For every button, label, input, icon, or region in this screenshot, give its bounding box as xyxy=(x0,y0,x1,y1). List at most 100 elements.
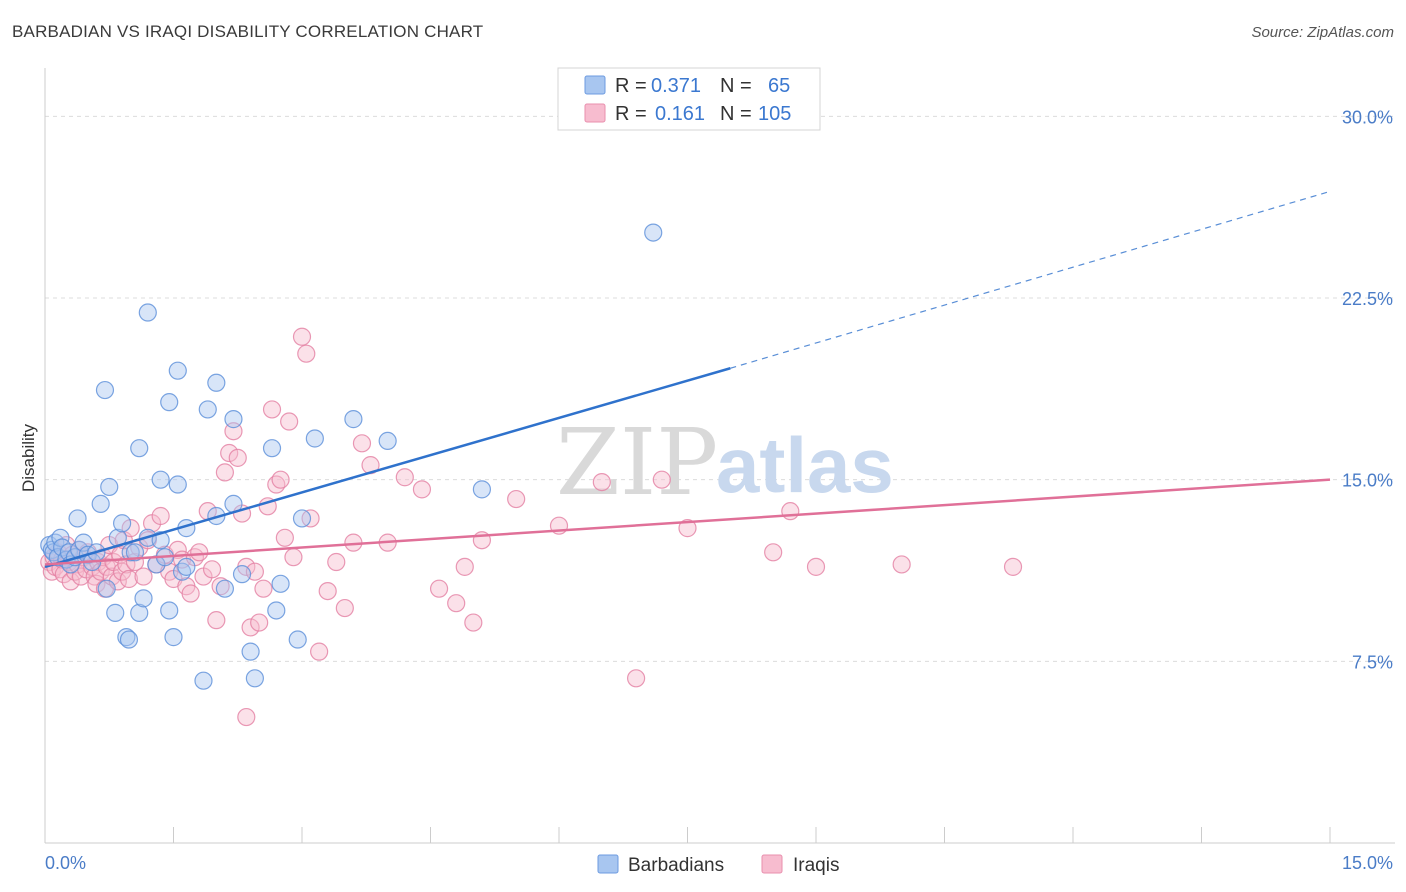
data-point-iraqis xyxy=(464,613,483,632)
data-point-barbadians xyxy=(68,509,87,528)
legend-n-label: N = xyxy=(720,103,752,125)
watermark: ZIP atlas xyxy=(556,409,894,516)
data-point-barbadians xyxy=(100,477,119,497)
data-point-iraqis xyxy=(275,528,294,547)
data-point-iraqis xyxy=(280,412,299,431)
data-point-barbadians xyxy=(134,589,153,608)
bottom-legend-swatch-barbadians xyxy=(597,854,619,874)
data-point-iraqis xyxy=(352,434,372,453)
data-point-barbadians xyxy=(177,557,196,576)
data-point-barbadians xyxy=(91,494,110,513)
data-point-barbadians xyxy=(198,400,217,419)
data-point-iraqis xyxy=(335,598,354,618)
data-point-iraqis xyxy=(119,569,139,589)
data-point-iraqis xyxy=(250,613,269,632)
data-point-iraqis xyxy=(202,560,222,579)
data-point-iraqis xyxy=(507,489,526,509)
data-point-iraqis xyxy=(455,557,474,576)
y-axis-label: Disability xyxy=(19,423,38,492)
watermark-zip: ZIP xyxy=(556,409,718,516)
data-point-barbadians xyxy=(292,509,312,528)
chart-source: Source: ZipAtlas.com xyxy=(1251,24,1394,41)
data-point-barbadians xyxy=(267,601,286,620)
data-point-iraqis xyxy=(262,400,282,419)
data-point-iraqis xyxy=(228,448,247,467)
legend-r-value: 0.161 xyxy=(655,103,705,125)
trend-lines xyxy=(44,190,1331,569)
data-point-iraqis xyxy=(292,327,312,346)
data-point-iraqis xyxy=(310,642,329,661)
data-point-barbadians xyxy=(168,475,187,494)
bottom-legend-label-iraqis: Iraqis xyxy=(793,855,839,876)
legend-swatch-barbadians xyxy=(584,75,606,95)
data-point-barbadians xyxy=(130,439,149,458)
legend-r-value: 0.371 xyxy=(651,75,701,97)
data-point-iraqis xyxy=(764,543,783,562)
data-point-barbadians xyxy=(112,514,132,533)
y-tick-labels: 7.5% 15.0% 22.5% 30.0% xyxy=(1342,107,1393,672)
data-point-barbadians xyxy=(97,579,116,598)
data-point-barbadians xyxy=(151,470,170,489)
trend-line-barbadians-extension xyxy=(730,190,1331,369)
data-point-barbadians xyxy=(95,380,115,400)
data-point-iraqis xyxy=(181,584,200,603)
data-point-barbadians xyxy=(164,628,183,647)
data-point-iraqis xyxy=(318,581,337,601)
data-point-barbadians xyxy=(119,630,139,649)
data-point-barbadians xyxy=(74,533,93,552)
data-point-iraqis xyxy=(151,506,170,526)
data-point-iraqis xyxy=(429,579,449,598)
data-point-barbadians xyxy=(472,480,491,499)
data-point-iraqis xyxy=(215,463,234,482)
bottom-legend-swatch-iraqis xyxy=(761,854,783,874)
data-point-iraqis xyxy=(447,594,466,613)
y-tick-label: 7.5% xyxy=(1352,652,1393,672)
data-point-iraqis xyxy=(254,579,273,598)
data-point-iraqis xyxy=(271,470,290,489)
legend-n-value: 65 xyxy=(768,75,790,97)
data-point-barbadians xyxy=(224,410,243,429)
data-point-iraqis xyxy=(207,611,226,630)
data-point-iraqis xyxy=(395,468,414,487)
data-point-barbadians xyxy=(125,543,145,562)
data-point-barbadians xyxy=(160,601,179,620)
legend-n-label: N = xyxy=(720,75,752,97)
data-point-barbadians xyxy=(288,630,307,649)
trend-line-barbadians xyxy=(44,367,731,569)
watermark-atlas: atlas xyxy=(716,421,894,509)
data-point-barbadians xyxy=(344,410,363,429)
data-point-barbadians xyxy=(106,603,125,622)
data-point-iraqis xyxy=(806,557,826,576)
data-point-iraqis xyxy=(284,548,303,567)
bottom-legend-label-barbadians: Barbadians xyxy=(628,855,724,876)
data-point-iraqis xyxy=(1003,557,1023,576)
data-point-barbadians xyxy=(194,671,213,690)
data-point-barbadians xyxy=(245,669,264,688)
data-point-barbadians xyxy=(117,628,136,647)
data-point-barbadians xyxy=(207,373,226,392)
data-point-iraqis xyxy=(678,519,697,538)
axes xyxy=(44,68,1395,844)
data-point-iraqis xyxy=(652,470,671,489)
data-point-barbadians xyxy=(215,579,234,598)
x-tick-label: 0.0% xyxy=(45,853,86,873)
x-tick-label: 15.0% xyxy=(1342,853,1393,873)
chart-title: BARBADIAN VS IRAQI DISABILITY CORRELATIO… xyxy=(12,22,484,41)
data-point-barbadians xyxy=(121,543,140,562)
data-point-iraqis xyxy=(626,669,646,688)
legend-r-label: R = xyxy=(615,103,647,125)
data-point-iraqis xyxy=(220,443,239,463)
data-point-barbadians xyxy=(644,223,663,242)
data-point-barbadians xyxy=(151,531,170,550)
data-point-iraqis xyxy=(190,543,209,562)
data-point-barbadians xyxy=(305,429,324,448)
data-point-iraqis xyxy=(412,480,432,499)
data-point-barbadians xyxy=(232,565,252,584)
y-tick-label: 15.0% xyxy=(1342,471,1393,491)
data-point-barbadians xyxy=(168,361,187,380)
top-legend: R = 0.371 N = 65 R = 0.161 N = 105 xyxy=(557,67,821,131)
data-point-iraqis xyxy=(241,618,260,637)
trend-line-iraqis xyxy=(44,478,1331,566)
y-tick-label: 30.0% xyxy=(1342,107,1393,127)
